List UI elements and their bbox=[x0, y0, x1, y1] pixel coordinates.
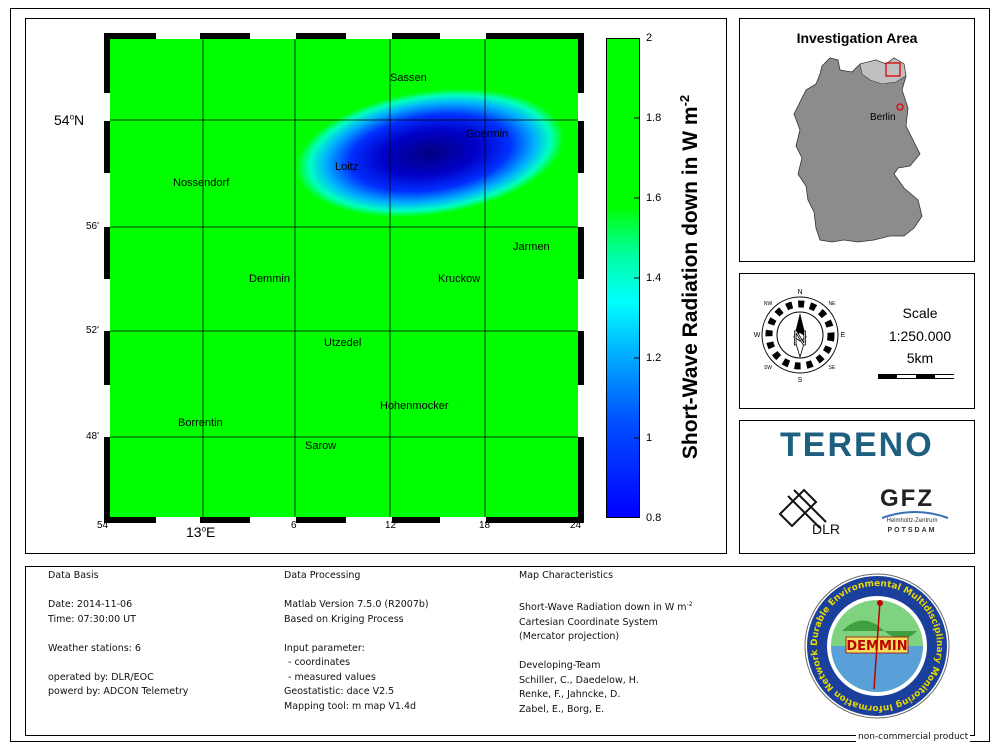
svg-text:S: S bbox=[798, 377, 803, 384]
svg-text:W: W bbox=[754, 332, 761, 339]
team-title: Developing-Team bbox=[519, 660, 601, 672]
measured-text: - measured values bbox=[288, 671, 376, 683]
place-hohenmocker: Hohenmocker bbox=[380, 400, 449, 412]
lon-label-6: 6' bbox=[291, 520, 299, 531]
lat-label-56: 56' bbox=[86, 221, 100, 232]
lon-label-54: 54' bbox=[97, 520, 111, 531]
lon-label-13e: 13oE bbox=[186, 524, 216, 540]
info-panel bbox=[25, 566, 975, 736]
data-processing-section: Data Processing Matlab Version 7.5.0 (R2… bbox=[284, 569, 429, 714]
lon-label-12: 12' bbox=[385, 520, 399, 531]
data-basis-section: Data Basis Date: 2014-11-06 Time: 07:30:… bbox=[48, 569, 188, 700]
investigation-panel bbox=[739, 18, 975, 262]
lon-label-18: 18' bbox=[479, 520, 493, 531]
gfz-logo-text: GFZ bbox=[880, 485, 934, 512]
team-line-2: Renke, F., Jahncke, D. bbox=[519, 689, 621, 701]
data-basis-title: Data Basis bbox=[48, 570, 99, 581]
colorbar-tick-1-2: 1.2 bbox=[646, 352, 662, 364]
lon-label-24: 24' bbox=[570, 520, 584, 531]
page-frame bbox=[10, 8, 990, 742]
parameter-text: Short-Wave Radiation down in W m-2 bbox=[519, 601, 693, 614]
colorbar-tick-1-4: 1.4 bbox=[646, 272, 662, 284]
svg-text:SE: SE bbox=[829, 365, 836, 371]
team-line-3: Zabel, E., Borg, E. bbox=[519, 703, 605, 715]
place-demmin: Demmin bbox=[249, 273, 290, 285]
low-radiation-area bbox=[296, 88, 564, 218]
svg-text:E: E bbox=[841, 332, 846, 339]
scale-panel bbox=[739, 273, 975, 409]
place-nossendorf: Nossendorf bbox=[173, 177, 230, 189]
dlr-logo-icon bbox=[778, 488, 827, 529]
scale-title: Scale bbox=[902, 305, 938, 321]
input-text: Input parameter: bbox=[284, 642, 365, 654]
map-panel bbox=[25, 18, 727, 554]
gfz-swoosh-icon bbox=[881, 511, 949, 519]
map-characteristics-title: Map Characteristics bbox=[519, 570, 614, 581]
lat-label-54n: 54oN bbox=[54, 112, 85, 128]
svg-text:N: N bbox=[793, 328, 807, 350]
coords-text: - coordinates bbox=[288, 657, 351, 668]
demmin-logo-icon: Durable Environmental Multidisciplinary … bbox=[804, 573, 950, 719]
colorbar-tick-1-8: 1.8 bbox=[646, 112, 662, 124]
mapping-text: Mapping tool: m map V1.4d bbox=[284, 700, 417, 712]
svg-text:N: N bbox=[797, 289, 802, 296]
footer-note: non-commercial product bbox=[856, 732, 971, 742]
stations-text: Weather stations: 6 bbox=[48, 642, 141, 654]
colorbar-tick-0-8: 0.8 bbox=[646, 512, 662, 524]
kriging-text: Based on Kriging Process bbox=[284, 613, 404, 625]
colorbar-ticks bbox=[634, 117, 640, 439]
germany-map bbox=[793, 57, 923, 243]
operated-text: operated by: DLR/EOC bbox=[48, 671, 154, 683]
scale-ratio: 1:250.000 bbox=[888, 328, 952, 344]
dlr-logo-text: DLR bbox=[812, 521, 841, 537]
powered-text: powerd by: ADCON Telemetry bbox=[48, 686, 189, 697]
radiation-field-svg bbox=[110, 39, 578, 517]
matlab-text: Matlab Version 7.5.0 (R2007b) bbox=[284, 599, 429, 610]
place-utzedel: Utzedel bbox=[324, 337, 362, 349]
investigation-area-marker bbox=[885, 62, 901, 77]
logos-panel bbox=[739, 420, 975, 554]
gfz-subtitle-1: Helmholtz-Zentrum bbox=[886, 518, 938, 524]
colorbar-tick-1-6: 1.6 bbox=[646, 192, 662, 204]
lat-label-52: 52' bbox=[86, 325, 100, 336]
geostat-text: Geostatistic: dace V2.5 bbox=[284, 686, 395, 697]
place-loitz: Loitz bbox=[335, 161, 359, 173]
colorbar-tick-2: 2 bbox=[646, 32, 653, 44]
map-border bbox=[104, 33, 584, 523]
place-jarmen: Jarmen bbox=[513, 241, 550, 253]
svg-text:SW: SW bbox=[764, 365, 772, 371]
compass-rose-icon: N S E W NE NW SE SW N bbox=[754, 289, 846, 384]
place-sassen: Sassen bbox=[390, 72, 427, 84]
place-goermin: Goermin bbox=[466, 128, 509, 140]
map-characteristics-section: Map Characteristics Short-Wave Radiation… bbox=[519, 569, 693, 717]
berlin-label: Berlin bbox=[870, 112, 896, 123]
svg-text:NE: NE bbox=[829, 301, 837, 307]
map-field bbox=[110, 39, 578, 517]
investigation-title: Investigation Area bbox=[796, 30, 918, 46]
date-text: Date: 2014-11-06 bbox=[48, 599, 133, 610]
scale-distance: 5km bbox=[906, 350, 934, 366]
svg-text:NW: NW bbox=[764, 301, 773, 307]
projection-text: (Mercator projection) bbox=[519, 631, 620, 643]
colorbar-tick-1: 1 bbox=[646, 432, 653, 444]
scale-bar bbox=[878, 374, 954, 379]
system-text: Cartesian Coordinate System bbox=[519, 616, 658, 628]
time-text: Time: 07:30:00 UT bbox=[48, 613, 136, 625]
germany-outline bbox=[793, 57, 923, 243]
berlin-marker bbox=[896, 103, 904, 111]
gfz-subtitle-2: POTSDAM bbox=[887, 527, 937, 534]
tereno-logo: TERENO bbox=[780, 426, 934, 464]
place-borrentin: Borrentin bbox=[178, 417, 223, 429]
place-kruckow: Kruckow bbox=[438, 273, 481, 285]
team-line-1: Schiller, C., Daedelow, H. bbox=[519, 674, 639, 686]
data-processing-title: Data Processing bbox=[284, 570, 361, 581]
lat-label-48: 48' bbox=[86, 431, 100, 442]
place-sarow: Sarow bbox=[305, 440, 337, 452]
